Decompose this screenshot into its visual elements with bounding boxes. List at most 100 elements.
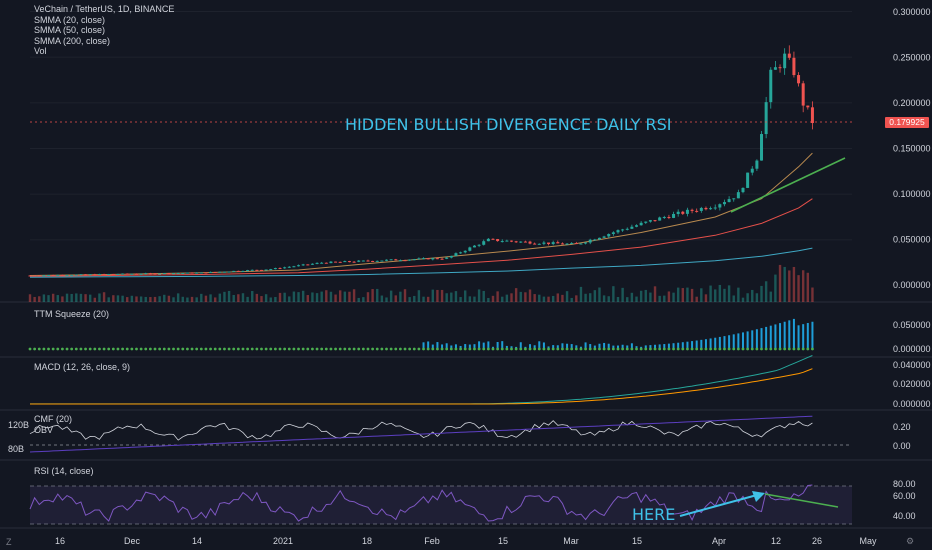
ttm-dot	[255, 347, 259, 351]
ttm-bar	[542, 342, 545, 349]
cmf-pane-title[interactable]: CMF (20)	[34, 414, 72, 424]
candle-body	[241, 270, 245, 272]
volume-bar	[440, 289, 444, 302]
ttm-dot	[556, 347, 560, 351]
volume-bar	[616, 296, 620, 302]
volume-bar	[107, 297, 110, 302]
candle-body	[60, 274, 64, 276]
legend-smma50[interactable]: SMMA (50, close)	[34, 25, 106, 35]
candle-body	[690, 209, 694, 211]
ttm-bar	[691, 341, 694, 349]
candle-body	[454, 253, 458, 256]
ttm-bar	[635, 346, 638, 349]
volume-bar	[274, 297, 277, 302]
obv-pane-title[interactable]: OBV	[34, 425, 54, 435]
ttm-bar	[538, 341, 541, 349]
macd-tick-label: 0.040000	[893, 360, 931, 370]
ttm-dot	[542, 347, 546, 351]
ttm-dot	[523, 347, 527, 351]
rsi-pane-title[interactable]: RSI (14, close)	[34, 466, 94, 476]
volume-bar	[653, 286, 657, 302]
ttm-dot	[607, 347, 611, 351]
candle-body	[139, 273, 143, 275]
volume-bar	[501, 296, 504, 302]
ttm-bar	[598, 343, 601, 349]
candle-body	[320, 262, 324, 264]
candle-body	[153, 273, 157, 275]
candle-body	[722, 202, 726, 205]
candle-body	[741, 187, 745, 193]
macd-tick-label: 0.000000	[893, 399, 931, 409]
ttm-dot	[662, 347, 666, 351]
ttm-bar	[704, 339, 707, 349]
volume-bar	[42, 294, 46, 302]
timezone-icon[interactable]: Z	[6, 537, 12, 547]
ttm-dot	[514, 347, 518, 351]
time-tick-label: Apr	[712, 536, 726, 546]
macd-pane-title[interactable]: MACD (12, 26, close, 9)	[34, 362, 131, 372]
volume-bar	[149, 297, 152, 302]
grid-lines	[0, 11, 932, 529]
time-tick-label: Feb	[424, 536, 440, 546]
symbol-title[interactable]: VeChain / TetherUS, 1D, BINANCE	[34, 4, 175, 14]
candle-body	[79, 274, 83, 276]
ttm-dot	[357, 347, 361, 351]
ttm-dot	[806, 347, 810, 351]
ttm-dot	[690, 347, 694, 351]
obv-left-tick-label: 80B	[8, 444, 24, 454]
time-tick-label: 14	[192, 536, 202, 546]
ttm-dot	[334, 347, 337, 351]
candle-body	[797, 75, 801, 84]
ttm-pane-title[interactable]: TTM Squeeze (20)	[34, 309, 110, 319]
ttm-dot	[162, 347, 166, 351]
ttm-dot	[648, 347, 652, 351]
volume-bar	[158, 296, 161, 302]
ttm-dot	[459, 347, 462, 351]
volume-bar	[635, 296, 638, 302]
candle-body	[662, 217, 666, 219]
macd-signal-line	[30, 368, 813, 405]
candle-body	[88, 274, 92, 276]
candle-body	[352, 261, 356, 263]
legend-smma20[interactable]: SMMA (20, close)	[34, 14, 106, 25]
volume-bar	[172, 297, 175, 302]
ttm-dot	[306, 347, 310, 351]
ttm-bar	[802, 324, 805, 349]
ttm-dot	[519, 347, 523, 351]
candle-body	[111, 273, 115, 275]
ttm-dot	[352, 347, 356, 351]
volume-bar	[260, 296, 263, 302]
volume-bar	[385, 297, 388, 302]
candle-body	[482, 241, 486, 245]
ttm-bar	[654, 344, 657, 349]
ttm-dot	[42, 347, 46, 351]
ttm-dot	[366, 347, 370, 351]
volume-bar	[352, 289, 356, 302]
time-tick-label: 16	[55, 536, 65, 546]
candle-body	[297, 265, 301, 267]
gear-icon[interactable]: ⚙	[906, 536, 915, 546]
ttm-dot	[565, 347, 569, 351]
candle-body	[84, 274, 88, 276]
candle-body	[635, 225, 639, 227]
ttm-dot	[491, 347, 495, 351]
volume-bar	[251, 291, 254, 302]
ttm-dot	[236, 347, 240, 351]
candle-body	[491, 238, 495, 240]
candle-body	[361, 260, 365, 262]
rsi-tick-label: 40.00	[893, 511, 916, 521]
volume-bar	[764, 281, 768, 302]
ttm-dot	[199, 347, 203, 351]
volume-bar	[283, 292, 286, 302]
candle-body	[787, 53, 791, 58]
ttm-bar	[505, 345, 508, 349]
ttm-dot	[209, 347, 212, 351]
candlesticks	[28, 45, 814, 277]
candle-body	[792, 57, 796, 76]
volume-bar	[746, 293, 749, 302]
volume-bar	[38, 296, 41, 302]
legend-smma200[interactable]: SMMA (200, close)	[34, 35, 111, 46]
legend-vol[interactable]: Vol	[34, 46, 47, 56]
volume-bar	[769, 291, 772, 302]
